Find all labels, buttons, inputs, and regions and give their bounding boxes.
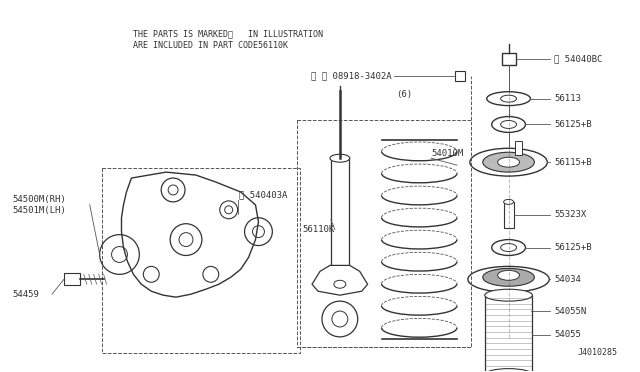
Ellipse shape — [492, 116, 525, 132]
Text: 54034: 54034 — [554, 275, 581, 284]
Polygon shape — [312, 265, 367, 295]
Ellipse shape — [330, 154, 350, 162]
Text: 56125+B: 56125+B — [554, 120, 592, 129]
FancyBboxPatch shape — [502, 53, 516, 65]
Ellipse shape — [486, 295, 531, 327]
FancyBboxPatch shape — [64, 273, 80, 285]
Ellipse shape — [500, 244, 516, 251]
Text: 55323X: 55323X — [554, 210, 586, 219]
Ellipse shape — [500, 95, 516, 102]
FancyBboxPatch shape — [484, 295, 532, 372]
Ellipse shape — [502, 302, 515, 309]
FancyBboxPatch shape — [331, 158, 349, 269]
FancyBboxPatch shape — [455, 71, 465, 81]
Text: 54055N: 54055N — [554, 307, 586, 315]
Ellipse shape — [484, 369, 532, 372]
Ellipse shape — [483, 152, 534, 172]
Text: ※ ⓝ 08918-3402A: ※ ⓝ 08918-3402A — [311, 71, 392, 80]
FancyBboxPatch shape — [515, 141, 522, 155]
Text: 54010M: 54010M — [431, 149, 463, 158]
Ellipse shape — [498, 157, 520, 167]
Text: ARE INCLUDED IN PART CODE56110K: ARE INCLUDED IN PART CODE56110K — [133, 41, 289, 50]
Polygon shape — [122, 172, 259, 297]
Text: 54501M(LH): 54501M(LH) — [12, 206, 66, 215]
Text: 56125+B: 56125+B — [554, 243, 592, 252]
Text: (6): (6) — [396, 90, 412, 99]
Ellipse shape — [500, 121, 516, 128]
Ellipse shape — [483, 268, 534, 286]
Text: 54459: 54459 — [12, 290, 39, 299]
Ellipse shape — [470, 148, 547, 176]
Text: THE PARTS IS MARKED※   IN ILLUSTRATION: THE PARTS IS MARKED※ IN ILLUSTRATION — [133, 29, 323, 38]
Ellipse shape — [487, 92, 531, 106]
Text: J4010285: J4010285 — [578, 348, 618, 357]
Text: 56110K: 56110K — [302, 225, 334, 234]
FancyBboxPatch shape — [504, 202, 513, 228]
Ellipse shape — [468, 266, 549, 292]
Ellipse shape — [334, 280, 346, 288]
Text: 54500M(RH): 54500M(RH) — [12, 195, 66, 204]
Ellipse shape — [498, 270, 520, 280]
Text: 56113: 56113 — [554, 94, 581, 103]
Text: ※ 540403A: ※ 540403A — [239, 190, 287, 199]
Ellipse shape — [493, 299, 524, 315]
Text: 54055: 54055 — [554, 330, 581, 339]
Ellipse shape — [492, 240, 525, 256]
Ellipse shape — [504, 199, 513, 204]
Ellipse shape — [484, 289, 532, 301]
Text: ※ 54040BC: ※ 54040BC — [554, 54, 603, 64]
Text: 56115+B: 56115+B — [554, 158, 592, 167]
